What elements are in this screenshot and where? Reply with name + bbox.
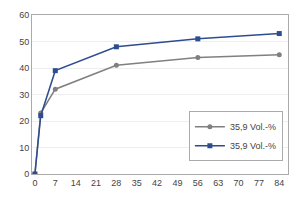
svg-text:20: 20 [19, 116, 29, 126]
svg-text:77: 77 [254, 178, 264, 188]
svg-text:35,9 Vol.-%: 35,9 Vol.-% [230, 122, 276, 132]
svg-text:50: 50 [19, 37, 29, 47]
svg-text:70: 70 [234, 178, 244, 188]
svg-text:42: 42 [152, 178, 162, 188]
svg-text:84: 84 [274, 178, 284, 188]
svg-text:49: 49 [172, 178, 182, 188]
svg-text:10: 10 [19, 143, 29, 153]
svg-text:35: 35 [132, 178, 142, 188]
svg-text:63: 63 [213, 178, 223, 188]
svg-text:21: 21 [91, 178, 101, 188]
svg-text:56: 56 [193, 178, 203, 188]
svg-text:60: 60 [19, 10, 29, 20]
svg-text:14: 14 [71, 178, 81, 188]
svg-text:28: 28 [111, 178, 121, 188]
svg-text:30: 30 [19, 90, 29, 100]
svg-text:35,9 Vol.-%: 35,9 Vol.-% [230, 141, 276, 151]
svg-text:0: 0 [32, 178, 37, 188]
svg-text:0: 0 [24, 169, 29, 179]
svg-text:40: 40 [19, 63, 29, 73]
svg-text:7: 7 [53, 178, 58, 188]
